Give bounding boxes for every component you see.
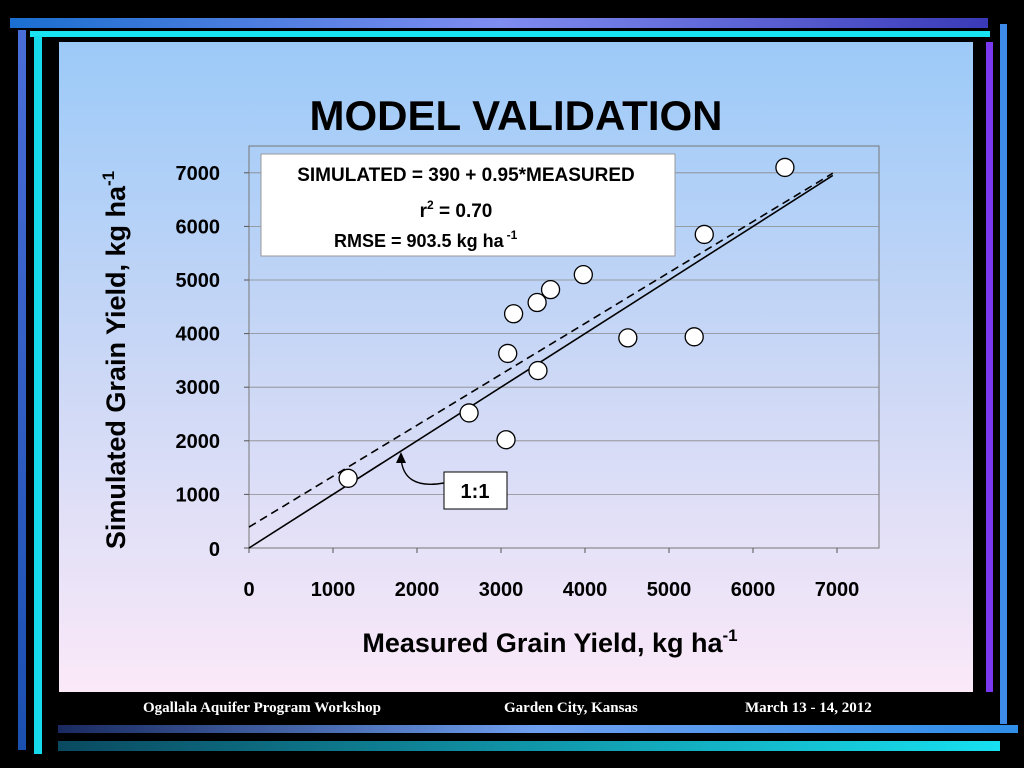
footer-center-text: Garden City, Kansas	[504, 700, 638, 716]
y-tick-label: 0	[209, 539, 220, 561]
x-tick-label: 1000	[311, 579, 356, 601]
one-to-one-label: 1:1	[461, 481, 490, 503]
frame-bar-right-purple	[986, 42, 993, 692]
x-tick-label: 4000	[563, 579, 608, 601]
data-point	[498, 343, 518, 364]
data-point	[573, 264, 593, 285]
data-point	[684, 327, 704, 347]
one-to-one-arrowhead	[396, 452, 406, 463]
data-point	[527, 292, 547, 313]
equation-text: SIMULATED = 390 + 0.95*MEASURED	[297, 165, 635, 186]
frame-bar-top-blue	[10, 18, 988, 28]
x-tick-label: 2000	[395, 579, 440, 601]
y-tick-label: 1000	[176, 484, 221, 506]
data-point	[338, 468, 358, 488]
x-tick-label: 7000	[815, 579, 860, 601]
slide-title: MODEL VALIDATION	[309, 92, 723, 139]
slide-panel: MODEL VALIDATION	[59, 42, 973, 692]
data-point	[459, 403, 479, 423]
x-axis-label-superscript: -1	[723, 626, 738, 645]
data-point	[694, 224, 714, 245]
one-to-one-label-box	[443, 471, 508, 510]
y-tick-label: 6000	[176, 216, 221, 238]
rmse-base: RMSE = 903.5 kg ha	[334, 231, 505, 251]
footer-right-text: March 13 - 14, 2012	[745, 700, 872, 716]
frame-bar-left-blue	[18, 30, 26, 750]
y-tick-label: 3000	[176, 377, 221, 399]
r-squared-base: r	[420, 201, 428, 222]
x-tick-label: 5000	[647, 579, 692, 601]
x-tick-label: 3000	[479, 579, 524, 601]
plot-area: 0 1000 2000 3000 4000 5000 6000 7000 0 1000 2000 30…	[99, 145, 880, 658]
equation-box	[260, 153, 676, 257]
footer-left-text: Ogallala Aquifer Program Workshop	[143, 700, 381, 716]
y-tick-label: 5000	[176, 270, 221, 292]
r-squared-superscript: 2	[427, 198, 434, 212]
data-point	[775, 157, 795, 178]
r-squared-text: r2 = 0.70	[420, 198, 493, 222]
r-squared-value: = 0.70	[434, 201, 493, 222]
frame-bar-bottom-cyan	[58, 741, 1000, 751]
x-axis-label-text: Measured Grain Yield, kg ha	[362, 628, 723, 658]
x-tick-label: 6000	[731, 579, 776, 601]
data-point	[503, 304, 524, 324]
regression-line	[248, 172, 834, 528]
y-axis-label-superscript: -1	[99, 171, 118, 186]
y-axis-label: Simulated Grain Yield, kg ha-1	[99, 171, 131, 549]
rmse-text: RMSE = 903.5 kg ha -1	[334, 228, 518, 251]
y-tick-label: 7000	[176, 163, 221, 185]
x-tick-label: 0	[243, 579, 254, 601]
plot-frame	[248, 145, 880, 549]
one-to-one-arrow	[400, 456, 445, 485]
frame-bar-bottom-blue	[58, 725, 1018, 733]
x-axis-label: Measured Grain Yield, kg ha-1	[362, 626, 737, 658]
data-point	[528, 360, 548, 381]
rmse-superscript: -1	[507, 228, 518, 242]
frame-bar-left-cyan	[34, 36, 42, 754]
y-tick-label: 2000	[176, 431, 221, 453]
y-tick-label: 4000	[176, 324, 221, 346]
y-axis-label-text: Simulated Grain Yield, kg ha	[101, 185, 131, 549]
frame-bar-right-blue	[1000, 24, 1007, 724]
data-point	[496, 430, 516, 450]
data-point	[540, 279, 561, 300]
frame-bar-top-cyan	[30, 31, 990, 37]
data-point	[618, 328, 638, 348]
